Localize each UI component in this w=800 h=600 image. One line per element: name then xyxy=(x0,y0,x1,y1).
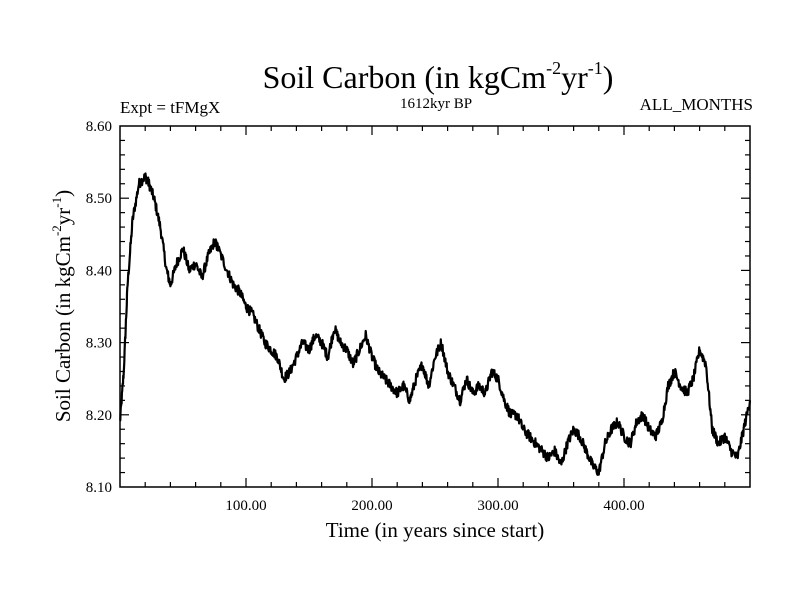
y-tick-label: 8.30 xyxy=(86,336,112,352)
x-tick-label: 100.00 xyxy=(225,498,266,514)
y-tick-label: 8.50 xyxy=(86,191,112,207)
y-axis-label-end: ) xyxy=(51,190,75,197)
chart-title-mid: yr xyxy=(561,59,588,95)
subtitle-right: ALL_MONTHS xyxy=(640,95,753,114)
y-axis-label-main: Soil Carbon (in kgCm xyxy=(51,236,75,422)
y-tick-label: 8.10 xyxy=(86,480,112,496)
chart-title-sup1: -2 xyxy=(546,58,561,78)
x-tick-label: 300.00 xyxy=(477,498,518,514)
y-axis-label-sup2: -1 xyxy=(49,197,64,208)
x-tick-label: 200.00 xyxy=(351,498,392,514)
subtitle-center: 1612kyr BP xyxy=(400,96,472,112)
chart-title-end: ) xyxy=(603,59,614,95)
y-tick-label: 8.60 xyxy=(86,119,112,135)
soil-carbon-line xyxy=(119,172,752,476)
y-tick-label: 8.40 xyxy=(86,263,112,279)
chart-title-sup2: -1 xyxy=(588,58,603,78)
x-tick-label: 400.00 xyxy=(603,498,644,514)
subtitle-left: Expt = tFMgX xyxy=(120,98,220,117)
y-axis-ticks xyxy=(120,139,750,474)
y-tick-label: 8.20 xyxy=(86,408,112,424)
x-axis-label: Time (in years since start) xyxy=(326,518,545,542)
plot-frame xyxy=(119,125,751,488)
x-axis-tick-labels: 100.00 200.00 300.00 400.00 xyxy=(225,498,644,514)
chart-title: Soil Carbon (in kgCm-2yr-1) xyxy=(263,58,614,95)
y-axis-tick-labels: 8.10 8.20 8.30 8.40 8.50 8.60 xyxy=(86,119,112,496)
y-axis-label: Soil Carbon (in kgCm-2yr-1) xyxy=(49,190,75,422)
y-axis-label-sup1: -2 xyxy=(49,225,64,236)
x-axis-ticks xyxy=(144,126,726,487)
y-axis-label-mid: yr xyxy=(51,208,75,226)
chart-title-main: Soil Carbon (in kgCm xyxy=(263,59,547,95)
